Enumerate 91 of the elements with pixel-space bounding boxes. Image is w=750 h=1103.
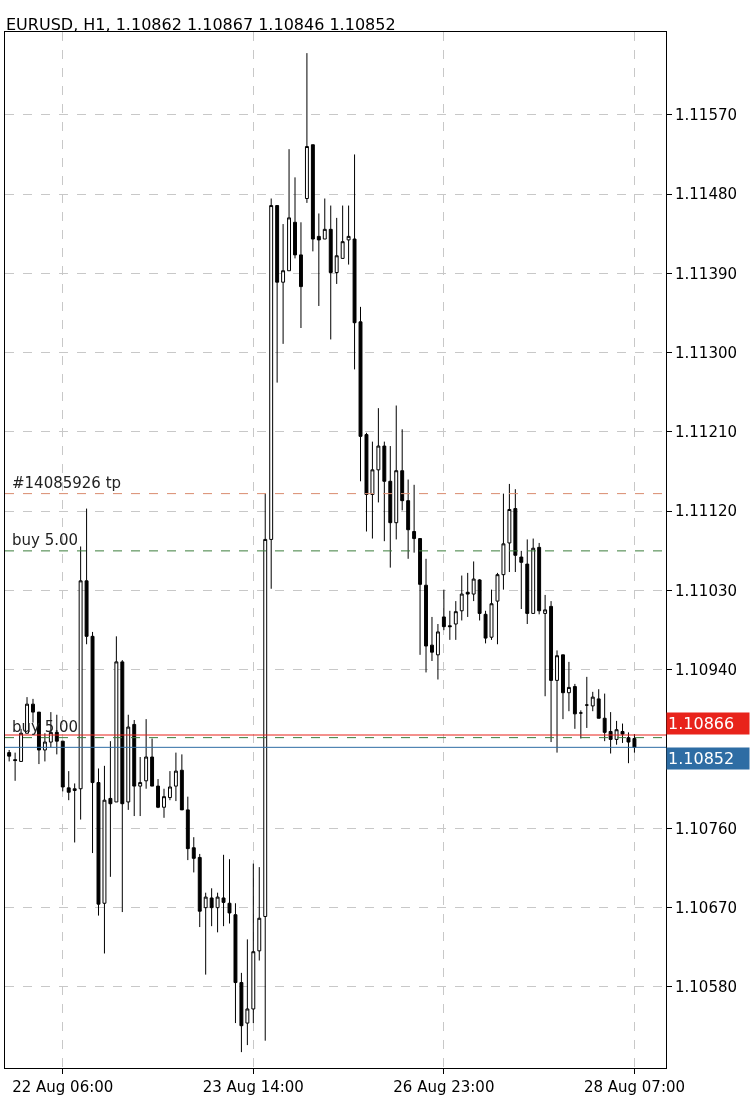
candlestick	[316, 212, 321, 307]
candlestick	[185, 796, 190, 861]
ref-line-label: #14085926 tp	[12, 474, 122, 492]
candlestick	[162, 788, 166, 819]
candlestick	[173, 752, 178, 802]
candlestick	[531, 538, 536, 614]
ref-line-label: buy 5.00	[12, 531, 79, 549]
candlestick	[549, 600, 554, 743]
candlestick	[382, 441, 387, 542]
candlestick	[465, 572, 470, 618]
candlestick	[447, 610, 452, 641]
y-tick-label: 1.11120	[675, 502, 738, 521]
candlestick	[275, 205, 280, 384]
candlestick	[251, 863, 256, 1024]
candlestick	[60, 740, 65, 792]
candlestick	[340, 205, 345, 259]
candlestick	[263, 493, 268, 1042]
candlestick	[257, 866, 262, 962]
candlestick	[197, 853, 202, 928]
ref-line-label: 1.10866	[668, 714, 735, 733]
candlestick	[566, 661, 571, 712]
candlestick	[287, 148, 292, 272]
candlestick	[602, 693, 607, 742]
candlestick	[400, 428, 405, 511]
candlestick	[519, 550, 524, 610]
candlestick	[406, 479, 411, 560]
candlestick	[179, 753, 184, 811]
x-tick-label: 23 Aug 14:00	[202, 1078, 304, 1096]
y-tick-label: 1.11390	[675, 264, 738, 283]
candlestick	[525, 538, 530, 625]
candlestick	[590, 691, 595, 712]
candlestick	[120, 659, 125, 913]
y-tick-label: 1.11030	[675, 581, 738, 600]
chart-title: EURUSD, H1, 1.10862 1.10867 1.10846 1.10852	[6, 15, 396, 35]
candlestick	[322, 198, 327, 240]
candlestick	[7, 749, 12, 762]
candlestick	[191, 836, 196, 873]
candlestick	[441, 589, 446, 631]
candlestick	[513, 488, 518, 573]
candlestick	[72, 782, 77, 843]
candlestick	[13, 752, 18, 782]
candlestick	[281, 223, 286, 345]
candlestick	[394, 405, 399, 540]
candlestick	[424, 558, 428, 673]
x-tick-label: 22 Aug 06:00	[12, 1078, 114, 1096]
candlestick	[299, 221, 303, 329]
x-tick-label: 26 Aug 23:00	[393, 1078, 495, 1096]
candlestick	[477, 578, 482, 621]
candlestick	[227, 858, 232, 925]
candlestick	[412, 484, 417, 554]
candlestick	[132, 719, 137, 817]
candlestick	[578, 709, 583, 740]
candlestick	[543, 594, 548, 697]
y-tick-label: 1.10760	[675, 819, 738, 838]
candlestick	[269, 198, 274, 590]
y-tick-label: 1.11570	[675, 106, 738, 125]
candlestick	[304, 52, 309, 204]
candlestick	[561, 654, 565, 720]
candlestick	[537, 542, 542, 615]
candlestick	[430, 616, 434, 662]
candlestick	[66, 770, 71, 801]
candlestick	[328, 205, 333, 340]
candlestick	[334, 217, 339, 285]
x-tick-label: 28 Aug 07:00	[583, 1078, 686, 1096]
candlestick	[572, 683, 577, 730]
candlestick	[596, 688, 601, 719]
candlestick	[138, 756, 143, 817]
candlestick	[555, 649, 559, 754]
candlestick	[167, 770, 172, 801]
y-tick-label: 1.10670	[675, 898, 738, 917]
candlestick	[310, 144, 315, 252]
candlestick	[203, 892, 208, 976]
candlestick	[126, 714, 131, 811]
y-tick-label: 1.11480	[675, 185, 738, 204]
candlestick	[471, 560, 476, 602]
candlestick	[584, 676, 589, 729]
y-tick-label: 1.11210	[675, 423, 738, 442]
candlestick	[435, 623, 440, 680]
candlestick	[293, 176, 297, 259]
ref-line-label: 1.10852	[668, 749, 735, 768]
y-tick-label: 1.11300	[675, 343, 738, 362]
candlestick	[42, 732, 47, 762]
candlestick	[388, 445, 393, 569]
candlestick	[418, 538, 423, 656]
y-tick-label: 1.10940	[675, 661, 738, 680]
y-tick-label: 1.10580	[675, 978, 738, 997]
candlestick	[453, 600, 458, 641]
candlestick	[144, 718, 149, 790]
candlestick	[150, 738, 155, 787]
candlestick	[459, 575, 464, 621]
candlestick	[156, 778, 160, 809]
